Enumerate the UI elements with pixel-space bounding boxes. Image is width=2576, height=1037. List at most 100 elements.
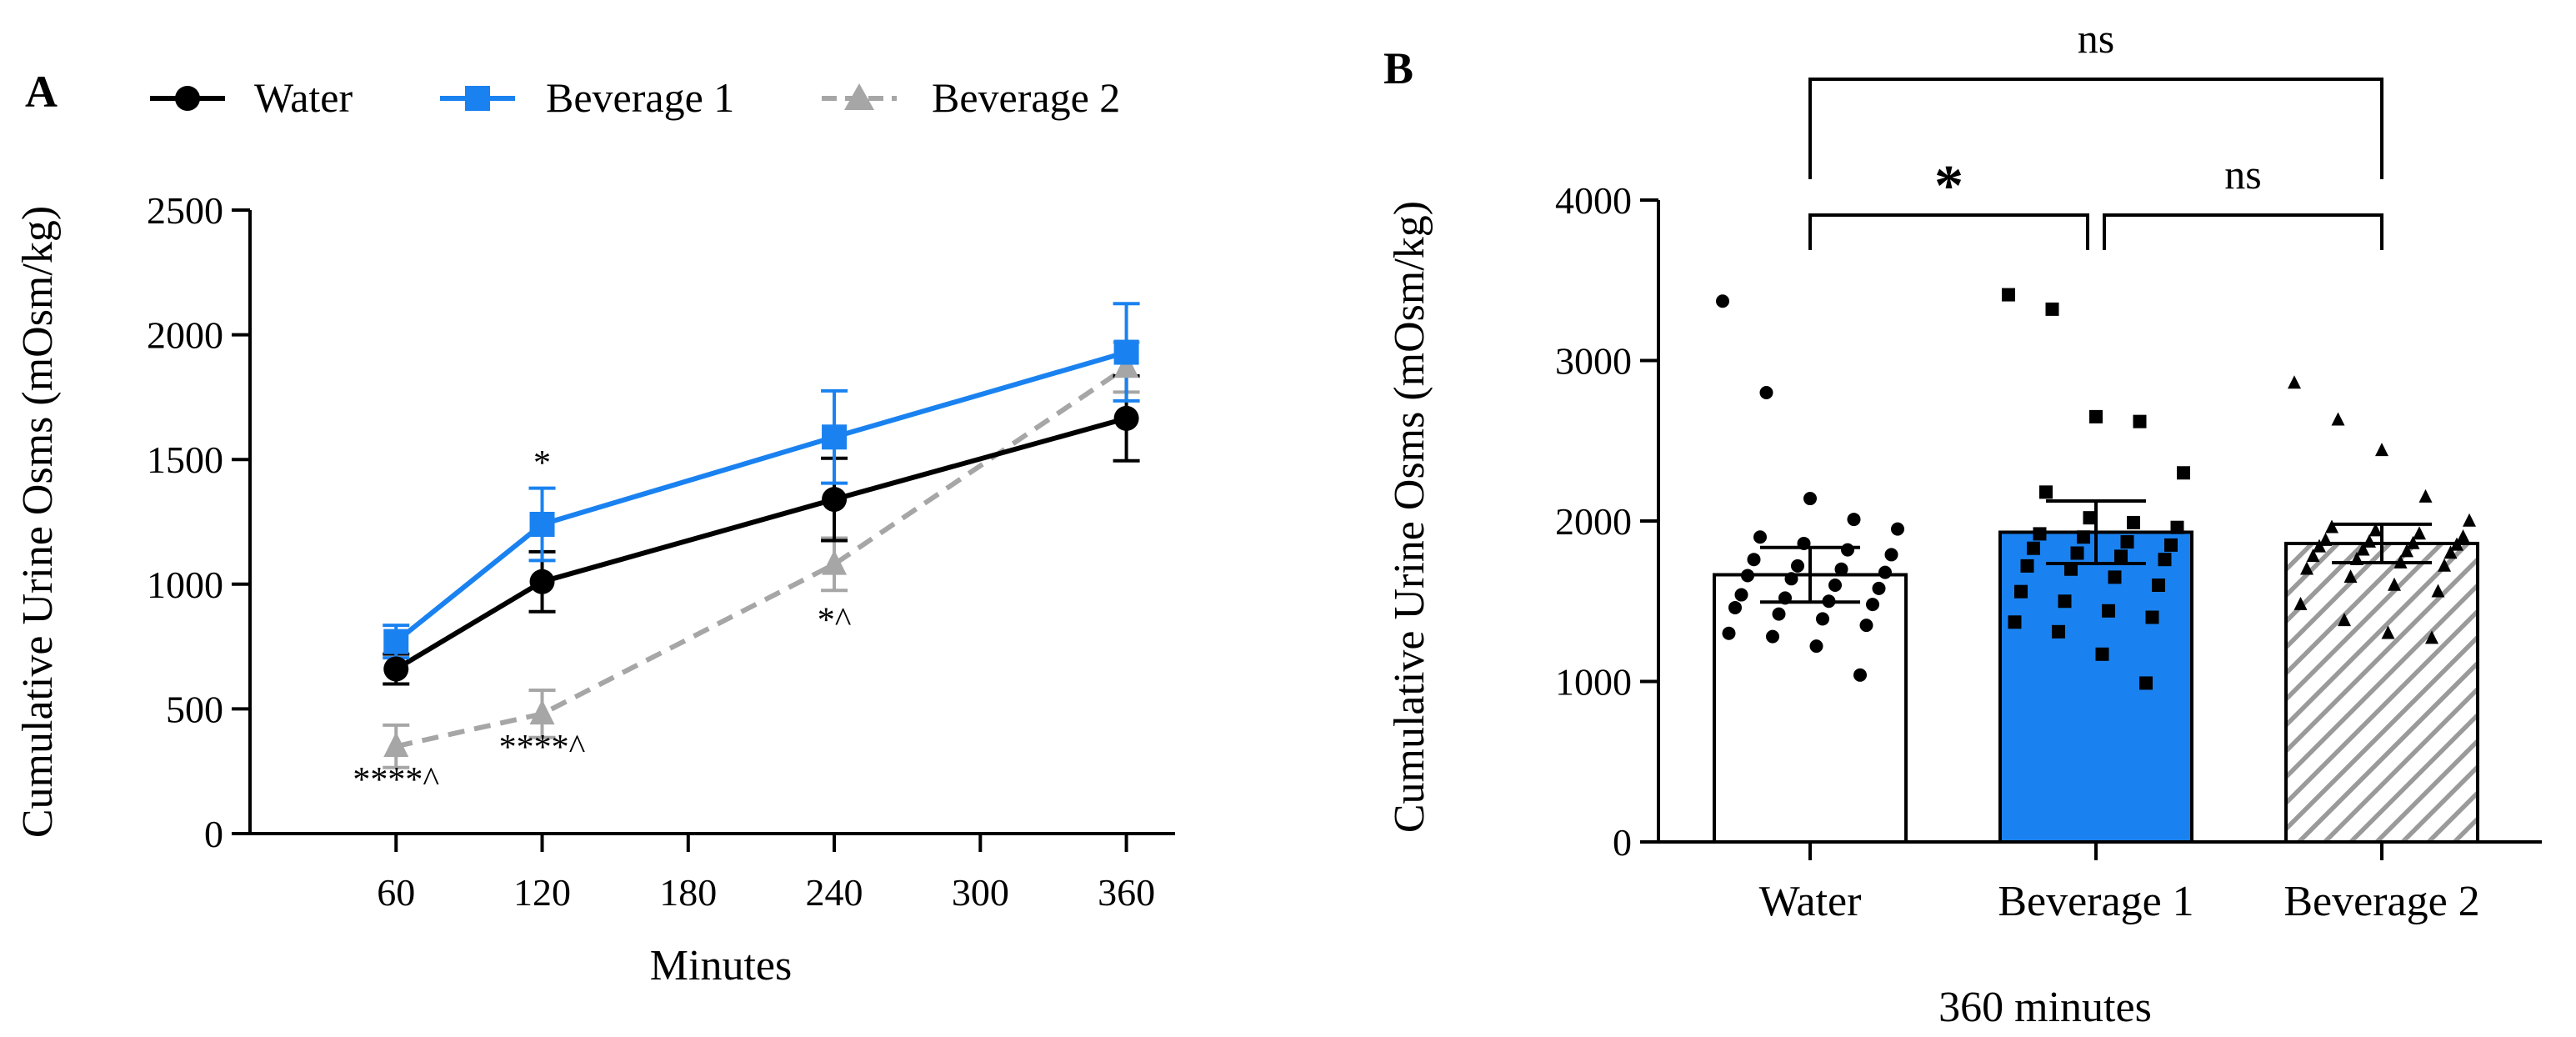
significance-annotation-a: *^ [818, 602, 852, 640]
y-tick-label-b: 2000 [1555, 500, 1632, 543]
category-label-b: Water [1759, 878, 1862, 925]
legend-beverage1-marker [465, 86, 490, 111]
data-point-b [2052, 624, 2065, 639]
data-point-b [2356, 542, 2370, 556]
data-point-b [2014, 584, 2028, 599]
y-tick-label-a: 500 [166, 688, 223, 730]
x-tick-label-a: 180 [659, 871, 717, 914]
data-point-b [2033, 527, 2047, 541]
data-point-b [2177, 466, 2190, 480]
y-tick-label-b: 0 [1613, 821, 1632, 864]
tick-group-b: 0 1000 2000 3000 4000 Water Beverage 1 Beverage… [1555, 179, 2480, 925]
data-point-b [2368, 523, 2383, 537]
y-tick-label-b: 4000 [1555, 179, 1632, 222]
data-point-beverage-1 [383, 629, 409, 654]
data-point-water [1113, 405, 1139, 431]
data-point-b [1772, 607, 1786, 621]
data-point-b [1791, 559, 1804, 573]
data-point-b [1841, 543, 1854, 557]
data-point-b [2463, 513, 2476, 527]
data-point-b [1884, 548, 1898, 562]
data-point-b [2027, 541, 2040, 555]
panel-a-label: A [25, 67, 58, 117]
legend: Water Beverage 1 Beverage 2 [150, 74, 1120, 121]
data-point-b [1872, 581, 1886, 595]
data-point-b [2325, 519, 2338, 534]
data-point-b [2077, 530, 2090, 544]
data-point-b [1722, 626, 1736, 640]
significance-bracket-b [2103, 213, 2383, 250]
data-point-b [1747, 553, 1761, 567]
x-tick-label-a: 300 [952, 871, 1009, 914]
data-point-b [1834, 562, 1848, 576]
data-point-b [1803, 492, 1817, 506]
significance-annotation-a: ****^ [353, 761, 439, 799]
data-point-b [2293, 596, 2308, 610]
bar-beverage-2 [2284, 541, 2479, 844]
data-point-b [2338, 613, 2351, 627]
series-line-beverage-1 [394, 349, 1128, 644]
data-point-b [2039, 485, 2053, 499]
data-point-b [1878, 565, 1892, 579]
legend-beverage1-label: Beverage 1 [546, 74, 734, 121]
annotation-group-a: ****^ ****^ * *^ [353, 444, 851, 799]
data-point-beverage-1 [529, 511, 555, 537]
data-point-b [2288, 375, 2301, 389]
panel-b-label: B [1383, 43, 1413, 93]
data-point-beverage-2 [529, 699, 555, 725]
data-point-b [2002, 288, 2015, 302]
data-point-beverage-1 [1113, 339, 1139, 365]
data-point-b [1759, 386, 1773, 399]
data-point-b [1866, 598, 1879, 612]
data-point-b [2114, 549, 2128, 564]
legend-beverage2-marker [844, 83, 874, 110]
data-point-b [2152, 579, 2165, 592]
data-point-b [1853, 668, 1867, 682]
x-tick-label-a: 60 [377, 871, 415, 914]
data-point-water [529, 569, 555, 594]
y-tick-label-b: 1000 [1555, 661, 1632, 704]
significance-annotation-a: ****^ [499, 729, 586, 767]
data-point-b [2158, 553, 2172, 567]
data-point-b [2102, 604, 2115, 618]
y-tick-label-a: 2000 [147, 314, 223, 357]
x-tick-label-a: 120 [513, 871, 571, 914]
panel-b: B 0 1000 2000 3000 4000 Water Beverage 1 Bevera… [1383, 15, 2542, 1031]
data-point-b [1766, 629, 1779, 644]
y-axis-label-b: Cumulative Urine Osms (mOsm/kg) [1386, 201, 1433, 833]
data-point-b [2438, 558, 2451, 572]
data-point-b [2145, 610, 2159, 624]
data-point-b [2058, 594, 2072, 609]
bar-water [1713, 573, 1908, 844]
series-group-a [383, 302, 1140, 769]
category-label-b: Beverage 2 [2283, 878, 2479, 925]
panel-a: A Water Beverage 1 Beverage 2 0 500 1000 15… [14, 67, 1175, 989]
tick-group-a: 0 500 1000 1500 2000 2500 60 120 180 240 300 360 [147, 189, 1155, 914]
data-point-b [2431, 584, 2445, 598]
data-point-b [2375, 443, 2388, 457]
data-point-b [2089, 409, 2103, 423]
data-point-water [822, 487, 848, 513]
data-point-b [2381, 625, 2395, 639]
series-line-water [394, 415, 1128, 672]
data-point-b [2313, 539, 2326, 553]
data-point-b [2400, 544, 2413, 558]
data-point-b [2406, 535, 2420, 549]
significance-label-b: ns [2224, 151, 2261, 198]
bar-group-b [1713, 530, 2479, 844]
data-point-b [2133, 414, 2147, 428]
data-point-b [1859, 619, 1873, 633]
y-axis-label-a: Cumulative Urine Osms (mOsm/kg) [14, 206, 62, 838]
x-axis-label-a: Minutes [650, 942, 792, 989]
data-point-b [2306, 549, 2320, 563]
data-point-b [2164, 538, 2178, 552]
data-point-b [2418, 488, 2433, 503]
data-point-b [2139, 676, 2153, 690]
y-tick-label-b: 3000 [1555, 340, 1632, 383]
data-point-b [2343, 569, 2358, 584]
y-tick-label-a: 2500 [147, 189, 223, 232]
data-point-b [1891, 522, 1904, 536]
x-axis-label-b: 360 minutes [1938, 984, 2152, 1031]
data-point-b [2300, 561, 2313, 575]
